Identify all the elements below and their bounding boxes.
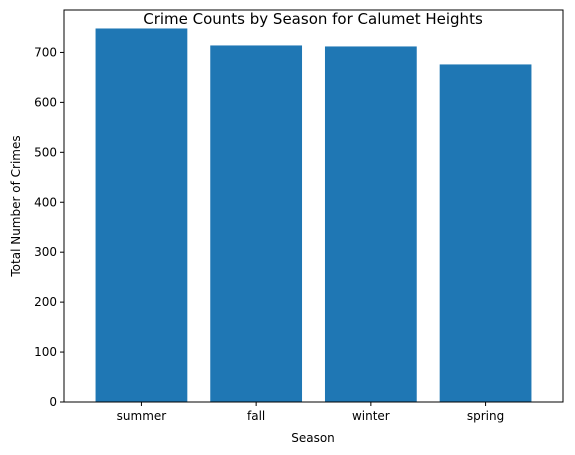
plot-frame	[63, 9, 564, 403]
y-tick-label-0: 0	[49, 395, 57, 409]
y-tick-label-600: 600	[34, 95, 57, 109]
y-tick-label-700: 700	[34, 45, 57, 59]
x-axis-ticks: summer fall winter spring	[117, 402, 504, 423]
y-tick-label-400: 400	[34, 195, 57, 209]
bars-group	[95, 28, 532, 403]
y-tick-label-500: 500	[34, 145, 57, 159]
bar-summer	[95, 28, 188, 402]
y-tick-label-300: 300	[34, 245, 57, 259]
y-axis-ticks: 0 100 200 300 400 500 600 700	[34, 45, 64, 409]
bar-winter	[324, 46, 417, 402]
y-tick-label-200: 200	[34, 295, 57, 309]
x-axis-label: Season	[291, 431, 335, 445]
x-tick-label-fall: fall	[247, 409, 265, 423]
bar-spring	[439, 64, 532, 403]
x-tick-label-spring: spring	[467, 409, 504, 423]
x-tick-label-winter: winter	[352, 409, 390, 423]
chart-title: Crime Counts by Season for Calumet Heigh…	[143, 10, 483, 28]
y-axis-label: Total Number of Crimes	[9, 135, 23, 277]
bar-fall	[210, 45, 303, 402]
y-tick-label-100: 100	[34, 345, 57, 359]
x-tick-label-summer: summer	[117, 409, 167, 423]
